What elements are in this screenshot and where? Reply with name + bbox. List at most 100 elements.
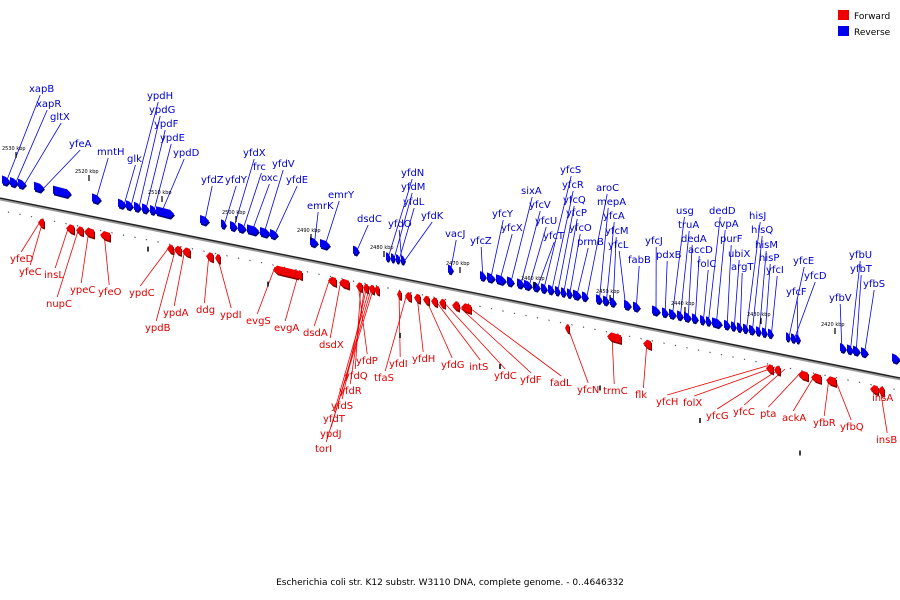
kbp-label: 2490 kbp xyxy=(297,228,321,234)
leader-line xyxy=(433,298,481,361)
kbp-label: 2480 kbp xyxy=(370,245,394,251)
reverse-gene xyxy=(677,310,684,322)
reverse-gene xyxy=(796,334,801,345)
leader-line xyxy=(716,367,782,410)
minor-tick xyxy=(111,231,113,234)
reverse-gene xyxy=(840,343,847,354)
gene-body xyxy=(870,385,878,395)
gene-label: intS xyxy=(469,362,488,373)
minor-tick xyxy=(870,383,872,386)
gene-body xyxy=(610,297,616,307)
minor-tick xyxy=(697,349,700,351)
reverse-gene xyxy=(624,299,632,311)
reverse-gene xyxy=(743,323,749,335)
gene-label: yfbV xyxy=(829,293,852,304)
gene-body xyxy=(517,278,524,288)
forward-gene xyxy=(296,270,303,282)
gene-body xyxy=(328,276,336,287)
gene-body xyxy=(662,307,668,317)
gene-body xyxy=(356,282,362,292)
reverse-gene xyxy=(603,295,610,307)
gene-label: ypeC xyxy=(70,285,95,296)
gene-body xyxy=(230,221,237,231)
genome-caption: Escherichia coli str. K12 substr. W3110 … xyxy=(276,578,624,588)
gene-label: pta xyxy=(760,409,776,420)
gene-label: cvpA xyxy=(714,219,739,230)
gene-label: pdxB xyxy=(656,250,682,261)
forward-gene xyxy=(76,226,84,238)
gene-label: yfeC xyxy=(19,267,42,278)
forward-gene xyxy=(565,324,570,335)
leader-line xyxy=(416,295,424,353)
gene-body xyxy=(260,227,270,237)
gene-label: trmC xyxy=(603,386,628,397)
reverse-gene xyxy=(706,316,712,327)
reverse-gene xyxy=(156,206,175,220)
minor-tick xyxy=(479,305,481,308)
leader-line xyxy=(556,205,575,296)
leader-line xyxy=(323,200,340,249)
leader-line xyxy=(313,277,331,327)
minor-tick xyxy=(249,259,251,262)
gene-body xyxy=(2,175,10,185)
reverse-gene xyxy=(555,286,561,297)
reverse-gene xyxy=(53,185,72,199)
gene-label: folC xyxy=(697,259,716,270)
leader-line xyxy=(715,229,726,328)
minor-tick xyxy=(594,328,596,331)
reverse-gene xyxy=(142,203,150,215)
gene-label: yfdN xyxy=(401,168,424,179)
minor-tick xyxy=(295,268,297,271)
reverse-gene xyxy=(791,333,797,344)
gene-label: mepA xyxy=(597,197,626,208)
gene-label: yfdL xyxy=(403,197,425,208)
minor-tick xyxy=(42,218,44,220)
gene-body xyxy=(10,177,18,187)
leader-line xyxy=(454,302,532,374)
gene-label: prmB xyxy=(577,237,604,248)
gene-body xyxy=(731,321,736,331)
gene-body xyxy=(677,310,683,320)
reverse-gene xyxy=(134,201,142,213)
minor-tick xyxy=(778,365,780,368)
gene-label: insA xyxy=(872,393,893,404)
reverse-gene xyxy=(524,279,533,292)
minor-tick xyxy=(674,344,677,347)
forward-gene xyxy=(607,332,622,345)
leader-line xyxy=(137,115,161,212)
forward-gene xyxy=(439,298,446,310)
gene-body xyxy=(480,271,486,281)
leader-line xyxy=(787,266,805,342)
gene-body xyxy=(448,264,453,274)
minor-tick xyxy=(364,282,366,285)
gene-body xyxy=(247,224,259,235)
forward-gene xyxy=(414,293,421,305)
reverse-gene xyxy=(582,291,589,303)
gene-label: ypdI xyxy=(220,310,242,321)
leader-line xyxy=(4,94,41,186)
gene-body xyxy=(826,376,836,387)
gene-label: dsdX xyxy=(319,340,344,351)
gene-label: vacJ xyxy=(445,229,466,240)
gene-body xyxy=(320,239,330,249)
gene-label: yfdS xyxy=(331,401,353,412)
leader-line xyxy=(333,285,371,413)
gene-label: hisQ xyxy=(751,225,773,236)
forward-gene xyxy=(182,247,191,259)
gene-label: mntH xyxy=(97,147,125,158)
reverse-gene xyxy=(762,327,768,339)
reverse-gene xyxy=(396,254,401,265)
gene-body xyxy=(200,215,209,225)
gene-label: yfdZ xyxy=(201,175,224,186)
gene-label: ypdD xyxy=(173,148,200,159)
kbp-label: 2510 kbp xyxy=(148,190,172,196)
reverse-gene xyxy=(892,353,900,365)
reverse-gene xyxy=(561,287,567,298)
gene-label: yfdR xyxy=(339,386,362,397)
leader-line xyxy=(80,229,90,284)
reverse-gene xyxy=(533,281,541,293)
gene-body xyxy=(431,297,437,307)
leader-line xyxy=(535,241,555,292)
gene-label: yfcY xyxy=(492,209,514,220)
reverse-gene xyxy=(573,289,582,301)
